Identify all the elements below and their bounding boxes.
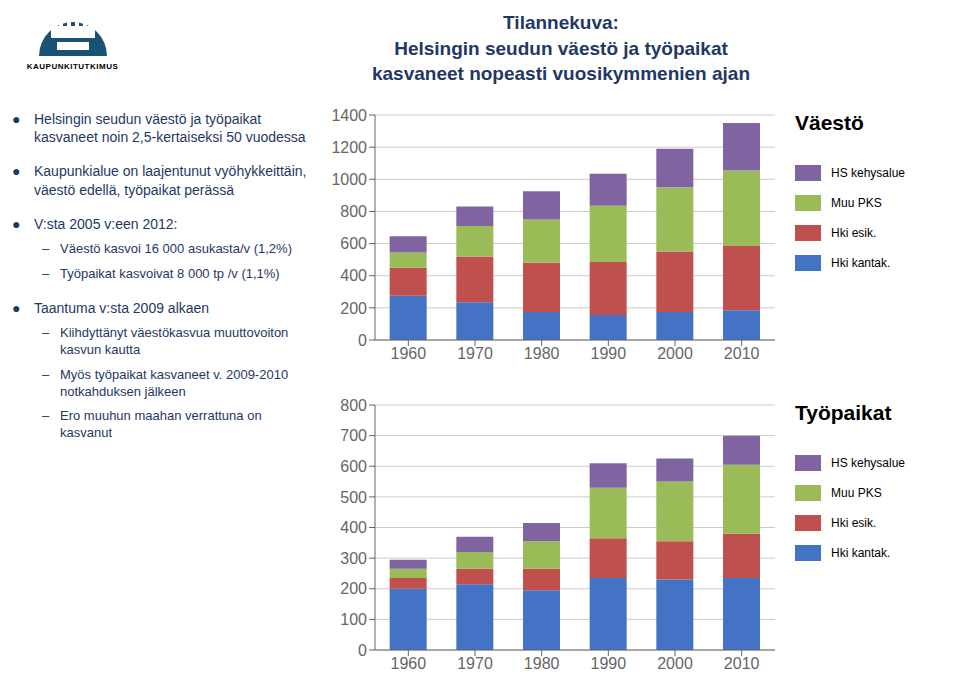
html-text:V:sta 2005 v:een 2012:: V:sta 2005 v:een 2012: (34, 215, 178, 232)
svg-text:1960: 1960 (391, 345, 427, 362)
svg-text:1960: 1960 (391, 655, 427, 672)
svg-text:1990: 1990 (591, 345, 627, 362)
html-text:Helsingin seudun väestö ja työ: Helsingin seudun väestö ja työpaikat kas… (34, 111, 306, 146)
html-text:Hki esik.: Hki esik. (831, 516, 877, 530)
svg-text:400: 400 (340, 267, 367, 284)
svg-text:0: 0 (358, 332, 367, 349)
svg-text:1970: 1970 (457, 345, 493, 362)
html-text:Taantuma v:sta 2009 alkaen: Taantuma v:sta 2009 alkaen (34, 299, 210, 316)
svg-text:1970: 1970 (457, 655, 493, 672)
html-text:Hki kantak.: Hki kantak. (831, 546, 891, 560)
html-text:Väestö: Väestö (795, 111, 864, 134)
html-text:KAUPUNKITUTKIMUS: KAUPUNKITUTKIMUS (26, 62, 119, 71)
svg-text:1200: 1200 (331, 139, 367, 156)
html-text:Hki esik.: Hki esik. (831, 226, 877, 240)
html-text:Tilannekuva:: Tilannekuva: (503, 12, 619, 33)
html-text:Myös työpaikat kasvaneet v. 20: Myös työpaikat kasvaneet v. 2009-2010 no… (60, 366, 289, 399)
html-text:kasvaneet nopeasti vuosikymmen: kasvaneet nopeasti vuosikymmenien ajan (372, 63, 750, 85)
svg-text:600: 600 (340, 458, 367, 475)
svg-text:1980: 1980 (524, 655, 560, 672)
html-text:Kaupunkialue on laajentunut vy: Kaupunkialue on laajentunut vyöhykkeittä… (34, 163, 307, 198)
svg-text:800: 800 (340, 203, 367, 220)
svg-text:200: 200 (340, 300, 367, 317)
html-text:Helsingin seudun väestö ja työ: Helsingin seudun väestö ja työpaikat (394, 37, 728, 59)
html-text:Muu PKS: Muu PKS (831, 486, 882, 500)
svg-text:500: 500 (340, 489, 367, 506)
html-text:Ero muuhun maahan verrattuna o: Ero muuhun maahan verrattuna on kasvanut (60, 408, 262, 441)
svg-text:200: 200 (340, 580, 367, 597)
svg-text:400: 400 (340, 519, 367, 536)
svg-text:1980: 1980 (524, 345, 560, 362)
svg-text:1990: 1990 (591, 655, 627, 672)
svg-text:0: 0 (358, 642, 367, 659)
html-text:HS kehysalue: HS kehysalue (831, 166, 905, 180)
svg-text:800: 800 (340, 397, 367, 414)
svg-text:2000: 2000 (657, 345, 693, 362)
svg-text:600: 600 (340, 235, 367, 252)
svg-text:700: 700 (340, 427, 367, 444)
html-text:Kiihdyttänyt väestökasvua muut: Kiihdyttänyt väestökasvua muuttovoiton k… (60, 324, 289, 357)
svg-text:1000: 1000 (331, 171, 367, 188)
html-text:Hki kantak.: Hki kantak. (831, 256, 891, 270)
html-text:Muu PKS: Muu PKS (831, 196, 882, 210)
html-text:Työpaikat kasvoivat 8 000 tp /: Työpaikat kasvoivat 8 000 tp /v (1,1%) (60, 265, 280, 281)
html-text:HS kehysalue: HS kehysalue (831, 456, 905, 470)
svg-text:100: 100 (340, 611, 367, 628)
svg-text:2010: 2010 (724, 655, 760, 672)
svg-text:1400: 1400 (331, 107, 367, 124)
html-text:Väestö kasvoi 16 000 asukasta/: Väestö kasvoi 16 000 asukasta/v (1,2%) (60, 240, 292, 256)
svg-text:2000: 2000 (657, 655, 693, 672)
svg-text:2010: 2010 (724, 345, 760, 362)
html-text:Työpaikat: Työpaikat (795, 401, 892, 424)
svg-text:300: 300 (340, 550, 367, 567)
